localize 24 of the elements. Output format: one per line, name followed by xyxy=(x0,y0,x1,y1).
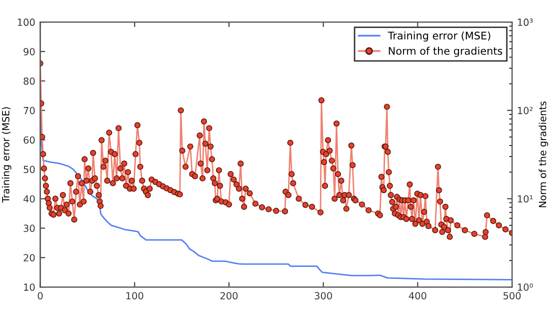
legend-label: Norm of the gradients xyxy=(388,46,502,57)
x-tick-label: 200 xyxy=(220,292,238,300)
legend-label: Training error (MSE) xyxy=(388,31,490,42)
x-tick-label: 0 xyxy=(38,292,43,300)
x-tick-label: 100 xyxy=(126,292,144,300)
y-tick-label: 70 xyxy=(24,106,35,114)
y-tick-label: 80 xyxy=(24,77,35,85)
x-tick-label: 300 xyxy=(314,292,332,300)
y2-axis-title: Norm of the gradients xyxy=(538,101,548,208)
x-tick-label: 400 xyxy=(408,292,426,300)
y-tick-label: 20 xyxy=(24,254,35,262)
y2-tick-label: 10⁰ xyxy=(518,284,533,291)
y2-tick-label: 10¹ xyxy=(518,195,533,203)
y-tick-label: 90 xyxy=(24,48,35,56)
y2-tick-label: 10³ xyxy=(518,18,533,26)
y-tick-label: 100 xyxy=(18,18,35,26)
y-tick-label: 50 xyxy=(24,166,35,174)
y-tick-label: 60 xyxy=(24,136,35,144)
y-tick-label: 30 xyxy=(24,224,35,232)
y-tick-label: 40 xyxy=(23,195,35,203)
x-tick-label: 500 xyxy=(504,292,521,300)
y2-tick-label: 10² xyxy=(518,106,533,114)
y-axis-title: Training error (MSE) xyxy=(2,107,12,203)
y-tick-label: 10 xyxy=(24,284,35,291)
